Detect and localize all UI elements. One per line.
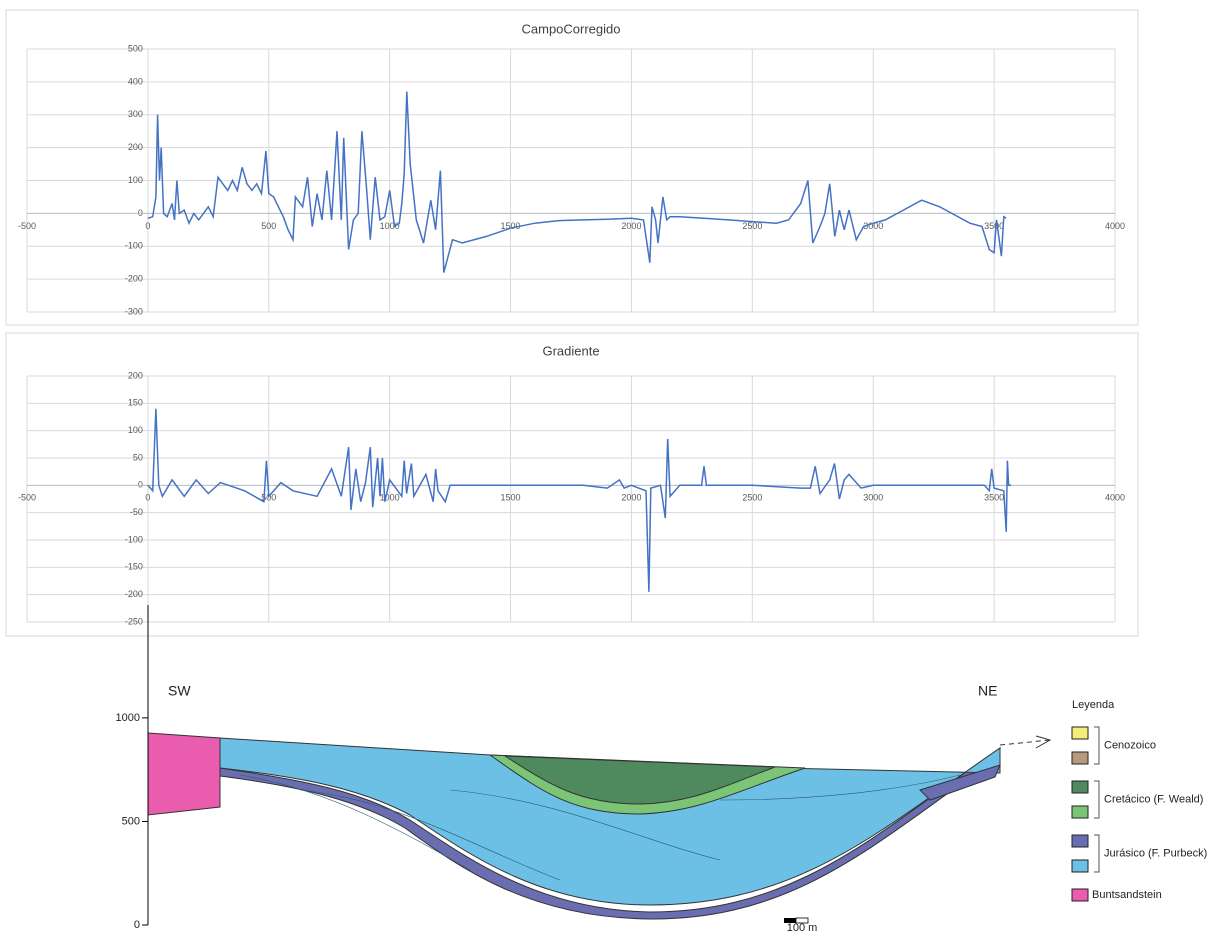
y-tick-label: 0 [138,480,143,490]
jurassic-wedge [919,764,1001,801]
y-tick-label: 400 [128,76,143,86]
x-tick-label: 3500 [984,493,1004,503]
x-tick-label: 1500 [501,493,521,503]
chart-frame [5,332,1139,637]
chart-frame [5,9,1139,326]
legend-swatch [1071,751,1089,765]
legend-swatch [1071,726,1089,740]
legend-swatch [1071,834,1089,848]
y-tick-label: 200 [128,142,143,152]
arrow-head [1035,735,1052,749]
x-tick-label: 1000 [380,221,400,231]
y-tick-label: -200 [125,274,143,284]
x-tick-label: 0 [145,221,150,231]
legend-bracket [1094,834,1100,873]
y-tick-label: -100 [125,241,143,251]
x-tick-label: 2500 [742,221,762,231]
y-tick-label: 500 [122,815,140,827]
y-tick-label: 1000 [116,712,140,724]
y-tick-label: 0 [134,919,140,931]
x-tick-label: 2000 [621,493,641,503]
y-tick-label: 300 [128,109,143,119]
x-tick-label: 1500 [501,221,521,231]
y-tick-label: -150 [125,562,143,572]
line-series [147,408,1011,592]
y-tick-label: 500 [128,43,143,53]
x-tick-label: -500 [18,493,36,503]
x-tick-label: 3500 [984,221,1004,231]
x-tick-label: 1000 [380,493,400,503]
y-tick-label: 150 [128,398,143,408]
y-tick-label: 50 [133,452,143,462]
x-tick-label: 3000 [863,221,883,231]
y-tick-label: 0 [138,208,143,218]
x-tick-label: 500 [261,221,276,231]
cross-section [147,732,1052,924]
legend-label: Cenozoico [1104,739,1156,751]
legend-title: Leyenda [1072,699,1115,711]
y-tick-label: -100 [125,534,143,544]
y-tick-label: -50 [130,507,143,517]
y-tick-label: -200 [125,589,143,599]
legend-label: Buntsandstein [1092,889,1162,901]
legend-label: Cretácico (F. Weald) [1104,793,1203,805]
y-tick-label: 200 [128,370,143,380]
x-tick-label: 4000 [1105,493,1125,503]
bedding [239,774,961,881]
y-tick-label: -250 [125,616,143,626]
chart-title: Gradiente [542,343,599,358]
legend-label: Jurásico (F. Purbeck) [1104,847,1207,859]
buntsandstein [147,732,221,816]
x-tick-label: 0 [145,493,150,503]
legend-swatch [1071,780,1089,794]
y-tick-label: -300 [125,306,143,316]
scale-bar [795,917,809,924]
x-tick-label: 3000 [863,493,883,503]
cretaceous-upper [503,755,776,805]
legend-swatch [1071,888,1089,902]
direction-label: SW [168,683,191,699]
x-tick-label: 2000 [621,221,641,231]
line-series [147,91,1007,273]
x-tick-label: 500 [261,493,276,503]
direction-label: NE [978,683,997,699]
scale-label: 100 m [787,922,818,933]
legend-swatch [1071,859,1089,873]
scale-bar [784,918,796,923]
legend-bracket [1094,780,1100,819]
legend-swatch [1071,805,1089,819]
legend-bracket [1094,726,1100,765]
x-tick-label: 2500 [742,493,762,503]
chart-title: CampoCorregido [522,21,621,36]
x-tick-label: 4000 [1105,221,1125,231]
x-tick-label: -500 [18,221,36,231]
y-tick-label: 100 [128,175,143,185]
y-tick-label: 100 [128,425,143,435]
jurassic [219,737,1001,906]
